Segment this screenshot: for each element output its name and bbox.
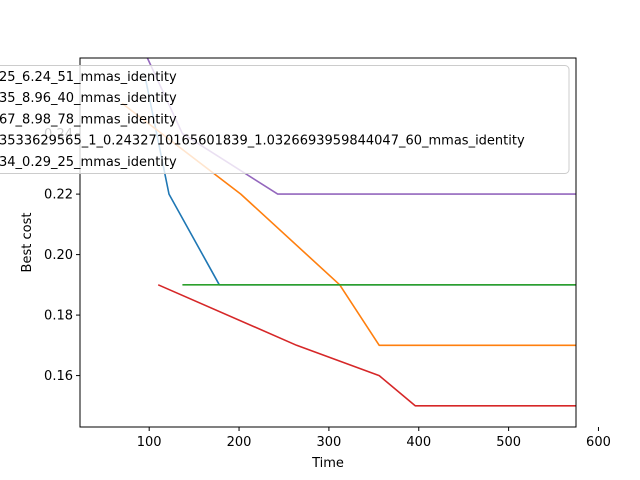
y-tick-label: 0.18 (44, 309, 73, 324)
legend: 25_6.24_51_mmas_identity 35_8.96_40_mmas_… (0, 65, 570, 174)
plot-frame (79, 57, 577, 428)
y-tick-label: 0.16 (44, 369, 73, 384)
legend-entry-2: 35_8.96_40_mmas_identity (0, 91, 177, 106)
y-tick-label: 0.22 (44, 188, 73, 203)
y-tick-label: 0.20 (44, 248, 73, 263)
legend-entry-3: 67_8.98_78_mmas_identity (0, 112, 177, 127)
x-tick-label: 200 (227, 435, 252, 450)
legend-entry-1: 25_6.24_51_mmas_identity (0, 70, 177, 85)
x-tick-label: 400 (406, 435, 431, 450)
x-tick-label: 500 (496, 435, 521, 450)
legend-box (0, 65, 570, 174)
x-axis-label: Time (311, 456, 344, 471)
x-tick-label: 600 (586, 435, 611, 450)
x-tick-label: 100 (137, 435, 162, 450)
y-axis-label: Best cost (20, 213, 35, 273)
x-tick-label: 300 (316, 435, 341, 450)
legend-entry-4: 3533629565_1_0.2432710165601839_1.032669… (0, 134, 525, 149)
x-axis-ticks: 100 200 300 400 500 600 (137, 427, 611, 450)
legend-entry-5: 34_0.29_25_mmas_identity (0, 155, 177, 170)
series-line-4 (157, 284, 576, 407)
